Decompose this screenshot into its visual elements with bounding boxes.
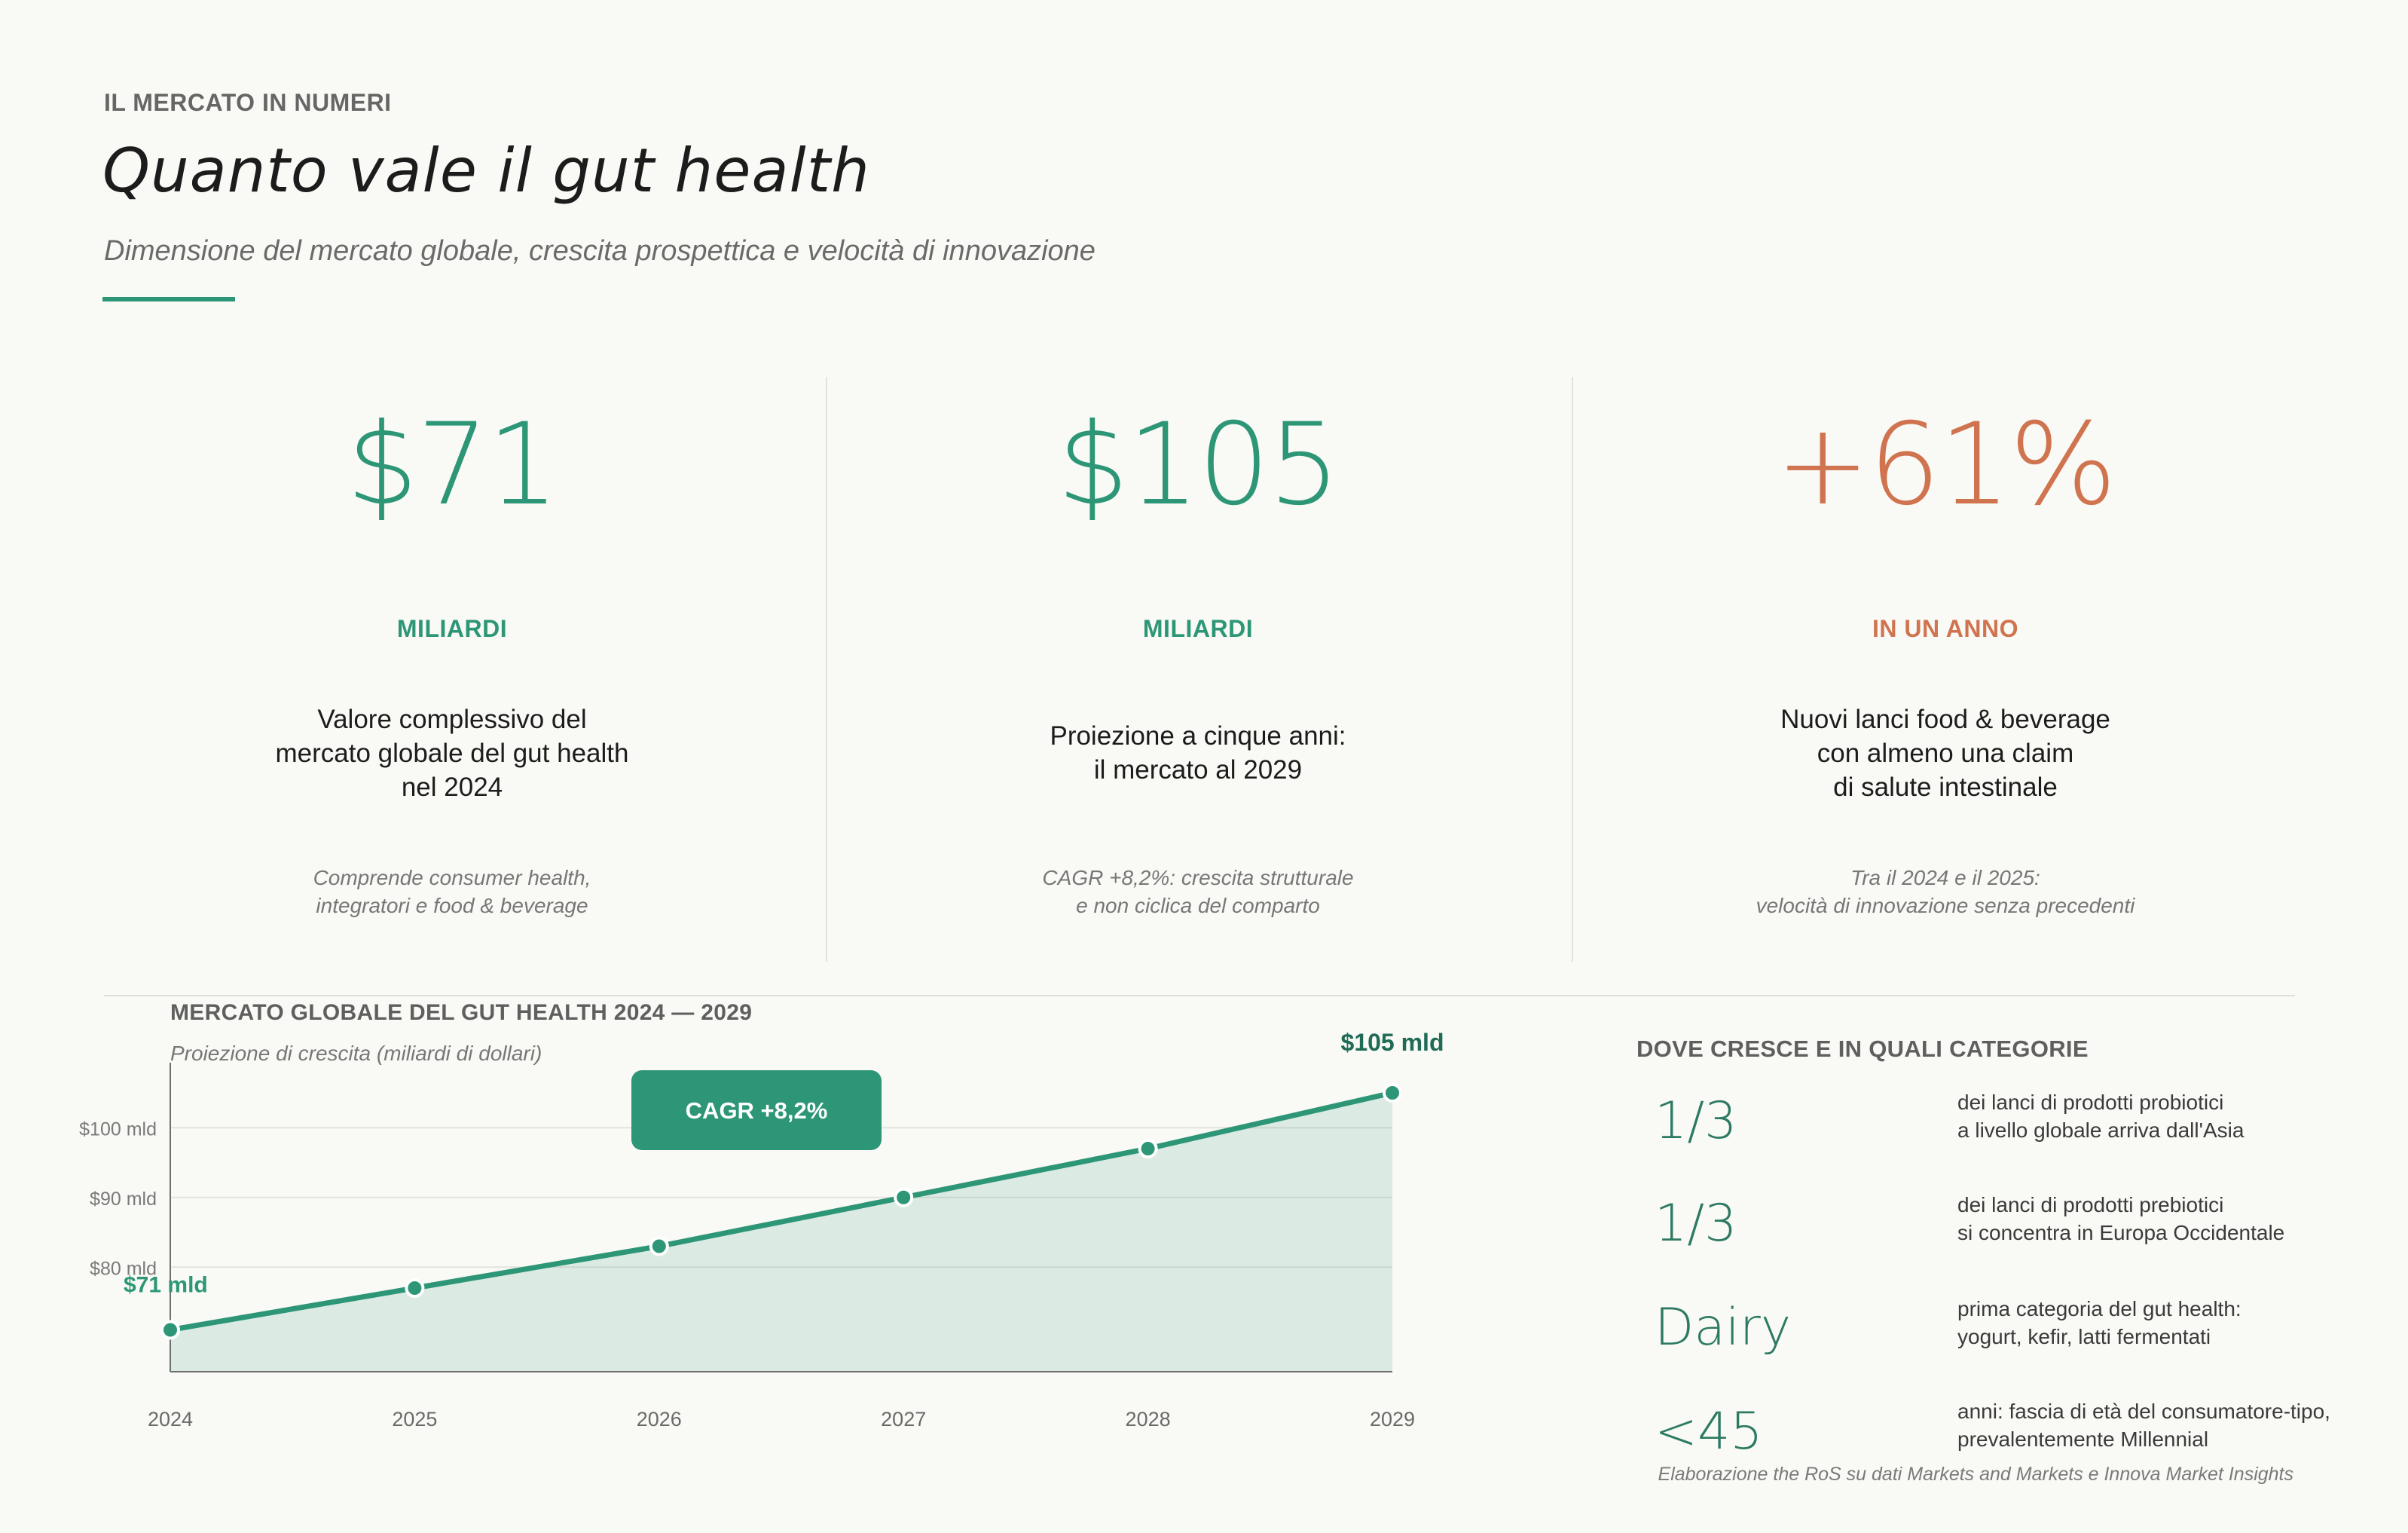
title-underline [102, 297, 235, 301]
page-subtitle: Dimensione del mercato globale, crescita… [104, 235, 1096, 267]
kpi-description-line: nel 2024 [401, 773, 503, 802]
x-tick-label: 2029 [1370, 1408, 1415, 1430]
category-description-line: dei lanci di prodotti probiotici [1957, 1091, 2224, 1114]
data-point [1138, 1139, 1158, 1158]
categories-title: DOVE CRESCE E IN QUALI CATEGORIE [1636, 1036, 2089, 1062]
y-tick-label: $90 mld [90, 1189, 157, 1210]
kpi-description-line: Valore complessivo del [317, 705, 587, 734]
data-point [405, 1278, 425, 1298]
kpi-unit: IN UN ANNO [1872, 615, 2019, 642]
cagr-badge: CAGR +8,2% [631, 1070, 882, 1150]
x-tick-label: 2028 [1126, 1408, 1171, 1430]
kpi-description-line: Proiezione a cinque anni: [1050, 721, 1346, 751]
category-description: dei lanci di prodotti prebiotici si conc… [1957, 1191, 2284, 1247]
kpi-description: Nuovi lanci food & beverage con almeno u… [1576, 702, 2315, 804]
category-figure: 1/3 [1655, 1194, 1737, 1253]
column-divider [1572, 377, 1573, 962]
y-tick-label: $80 mld [90, 1258, 157, 1279]
chart-subtitle: Proiezione di crescita (miliardi di doll… [170, 1042, 542, 1065]
kpi-note: Comprende consumer health, integratori e… [83, 864, 821, 919]
kpi-launch-growth: +61% IN UN ANNO Nuovi lanci food & bever… [1576, 369, 2315, 965]
category-description-line: prima categoria del gut health: [1957, 1297, 2241, 1320]
kpi-description: Valore complessivo del mercato globale d… [83, 702, 821, 804]
column-divider [826, 377, 827, 962]
kpi-description-line: mercato globale del gut health [275, 739, 629, 768]
kpi-description: Proiezione a cinque anni: il mercato al … [829, 719, 1567, 787]
category-description-line: dei lanci di prodotti prebiotici [1957, 1193, 2224, 1216]
category-figure: 1/3 [1655, 1091, 1737, 1151]
category-description-line: anni: fascia di età del consumatore-tipo… [1957, 1400, 2330, 1423]
category-description-line: yogurt, kefir, latti fermentati [1957, 1325, 2211, 1348]
kpi-value: $71 [346, 399, 559, 531]
kpi-note-line: Tra il 2024 e il 2025: [1850, 866, 2040, 889]
data-point [894, 1187, 914, 1207]
cagr-badge-label: CAGR +8,2% [686, 1097, 828, 1124]
x-tick-label: 2025 [392, 1408, 437, 1430]
kpi-note: CAGR +8,2%: crescita strutturale e non c… [829, 864, 1567, 919]
category-figure: <45 [1655, 1402, 1763, 1461]
data-point [649, 1236, 669, 1256]
category-description-line: a livello globale arriva dall'Asia [1957, 1118, 2245, 1142]
kpi-unit: MILIARDI [396, 615, 508, 642]
data-point [1383, 1083, 1402, 1103]
x-tick-label: 2027 [881, 1408, 926, 1430]
x-tick-label: 2026 [637, 1408, 682, 1430]
kpi-note-line: e non ciclica del comparto [1076, 894, 1320, 917]
category-description: anni: fascia di età del consumatore-tipo… [1957, 1397, 2330, 1453]
kpi-description-line: di salute intestinale [1833, 773, 2058, 802]
source-note: Elaborazione the RoS su dati Markets and… [1658, 1464, 2293, 1485]
data-point [160, 1320, 180, 1340]
end-value-label: $105 mld [1341, 1029, 1444, 1056]
kpi-note-line: CAGR +8,2%: crescita strutturale [1042, 866, 1354, 889]
category-item: <45 [1655, 1402, 1763, 1461]
kpi-value: +61% [1775, 399, 2116, 531]
category-item: 1/3 [1655, 1194, 1737, 1253]
kpi-note: Tra il 2024 e il 2025: velocità di innov… [1576, 864, 2315, 919]
section-divider [104, 995, 2295, 996]
series-line [170, 1090, 1393, 1333]
category-description-line: si concentra in Europa Occidentale [1957, 1221, 2285, 1244]
kpi-value: $105 [1057, 399, 1340, 531]
category-item: Dairy [1655, 1298, 1791, 1357]
chart-title: MERCATO GLOBALE DEL GUT HEALTH 2024 — 20… [170, 1000, 753, 1025]
y-tick-label: $100 mld [79, 1118, 157, 1140]
market-growth-chart: $80 mld $90 mld $100 mld 2024 2025 2026 2027 20… [79, 1029, 1444, 1430]
kpi-market-2024: $71 MILIARDI Valore complessivo del merc… [83, 369, 821, 965]
category-description: prima categoria del gut health: yogurt, … [1957, 1295, 2241, 1351]
start-value-label: $71 mld [124, 1273, 208, 1298]
category-description-line: prevalentemente Millennial [1957, 1427, 2209, 1451]
kpi-description-line: con almeno una claim [1817, 739, 2074, 768]
kpi-description-line: Nuovi lanci food & beverage [1780, 705, 2110, 734]
page-title: Quanto vale il gut health [102, 136, 870, 206]
kpi-unit: MILIARDI [1142, 615, 1254, 642]
kpi-description-line: il mercato al 2029 [1093, 755, 1303, 785]
category-item: 1/3 [1655, 1091, 1737, 1151]
kpi-note-line: Comprende consumer health, [313, 866, 591, 889]
kpi-market-2029: $105 MILIARDI Proiezione a cinque anni: … [829, 369, 1567, 965]
x-tick-label: 2024 [148, 1408, 193, 1430]
category-figure: Dairy [1655, 1298, 1792, 1357]
kpi-note-line: integratori e food & beverage [316, 894, 588, 917]
category-description: dei lanci di prodotti probiotici a livel… [1957, 1088, 2244, 1144]
section-eyebrow: IL MERCATO IN NUMERI [104, 89, 392, 116]
kpi-note-line: velocità di innovazione senza precedenti [1756, 894, 2135, 917]
